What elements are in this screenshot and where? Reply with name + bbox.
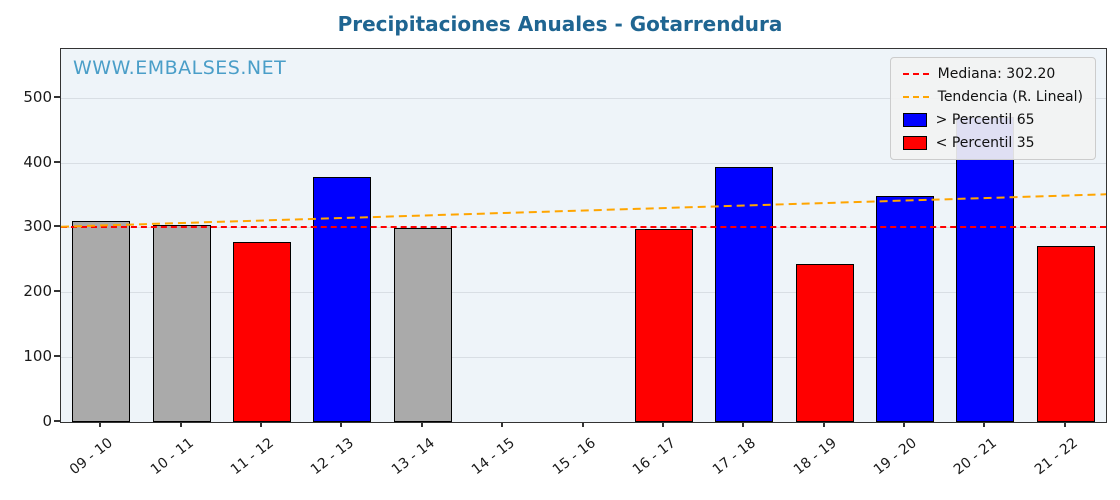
legend-item-label: < Percentil 35 xyxy=(935,135,1035,151)
legend-item: < Percentil 35 xyxy=(902,135,1083,151)
x-tick-mark xyxy=(340,422,343,427)
y-tick-mark xyxy=(54,355,60,358)
bar-21-22 xyxy=(1037,246,1095,422)
x-tick-mark xyxy=(983,422,986,427)
bar-09-10 xyxy=(72,221,130,422)
legend-item-label: Tendencia (R. Lineal) xyxy=(937,89,1083,105)
legend-swatch-dashed-line xyxy=(902,96,929,98)
y-tick-mark xyxy=(54,160,60,163)
x-tick-label: 10 - 11 xyxy=(147,435,197,479)
x-tick-mark xyxy=(661,422,664,427)
x-tick-mark xyxy=(581,422,584,427)
x-tick-label: 09 - 10 xyxy=(67,435,117,479)
legend-swatch-patch xyxy=(902,113,927,127)
grid-line xyxy=(61,162,1106,164)
x-tick-label: 17 - 18 xyxy=(710,435,760,479)
legend-item-label: > Percentil 65 xyxy=(935,112,1035,128)
grid-line xyxy=(61,357,1106,359)
x-tick-mark xyxy=(501,422,504,427)
x-tick-mark xyxy=(903,422,906,427)
chart-title: Precipitaciones Anuales - Gotarrendura xyxy=(337,12,783,36)
x-tick-mark xyxy=(259,422,262,427)
y-tick-label: 500 xyxy=(23,87,52,106)
grid-line xyxy=(61,292,1106,294)
x-tick-label: 16 - 17 xyxy=(629,435,679,479)
legend-item: > Percentil 65 xyxy=(902,112,1083,128)
bar-16-17 xyxy=(635,229,693,422)
y-tick-mark xyxy=(54,420,60,422)
trend-line-layer xyxy=(61,193,1106,228)
x-tick-label: 12 - 13 xyxy=(308,435,358,479)
x-tick-mark xyxy=(420,422,423,427)
bar-11-12 xyxy=(233,242,291,422)
y-tick-mark xyxy=(54,95,60,98)
y-tick-label: 400 xyxy=(23,152,52,171)
x-tick-label: 11 - 12 xyxy=(227,435,277,479)
bar-13-14 xyxy=(394,228,452,422)
legend-item: Mediana: 302.20 xyxy=(902,66,1083,82)
legend-swatch-dashed-line xyxy=(902,73,929,75)
x-tick-mark xyxy=(1063,422,1066,427)
x-tick-mark xyxy=(99,422,102,427)
y-tick-mark xyxy=(54,225,60,228)
median-line xyxy=(61,225,1106,228)
bar-17-18 xyxy=(715,167,773,422)
x-tick-label: 13 - 14 xyxy=(388,435,438,479)
y-tick-label: 300 xyxy=(23,217,52,236)
x-tick-mark xyxy=(179,422,182,427)
x-tick-label: 20 - 21 xyxy=(951,435,1001,479)
y-tick-label: 200 xyxy=(23,282,52,301)
x-tick-label: 21 - 22 xyxy=(1031,435,1081,479)
bar-20-21 xyxy=(956,117,1014,422)
bar-10-11 xyxy=(153,225,211,422)
plot-area: WWW.EMBALSES.NET Mediana: 302.20 Tendenci… xyxy=(60,48,1107,423)
bar-19-20 xyxy=(876,196,934,422)
x-tick-label: 14 - 15 xyxy=(469,435,518,479)
grid-line xyxy=(61,97,1106,99)
x-tick-mark xyxy=(742,422,745,427)
watermark: WWW.EMBALSES.NET xyxy=(73,57,287,79)
y-tick-label: 0 xyxy=(42,412,52,430)
x-tick-label: 19 - 20 xyxy=(870,435,920,479)
y-tick-label: 100 xyxy=(23,347,52,366)
bar-18-19 xyxy=(796,264,854,422)
legend: Mediana: 302.20 Tendencia (R. Lineal) > Pe… xyxy=(889,57,1096,160)
y-tick-mark xyxy=(54,290,60,293)
legend-item-label: Mediana: 302.20 xyxy=(937,66,1056,82)
x-tick-label: 18 - 19 xyxy=(790,435,840,479)
legend-swatch-patch xyxy=(902,136,927,150)
legend-item: Tendencia (R. Lineal) xyxy=(902,89,1083,105)
trend-line xyxy=(61,193,1106,228)
x-tick-label: 15 - 16 xyxy=(549,435,599,479)
x-tick-mark xyxy=(822,422,825,427)
